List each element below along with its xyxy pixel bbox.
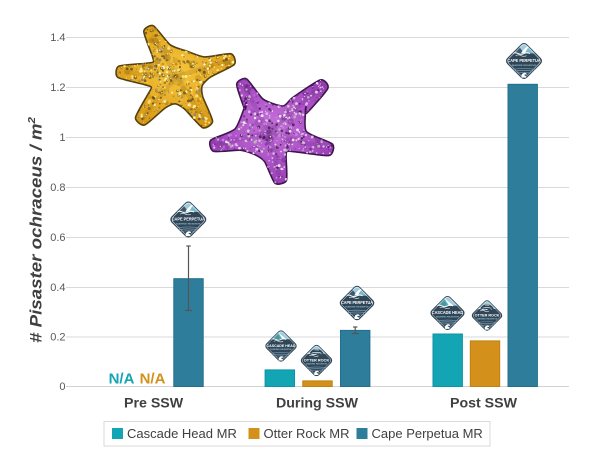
svg-text:# Pisaster ochraceus / m2: # Pisaster ochraceus / m2 bbox=[26, 117, 46, 343]
svg-text:MARINE RESERVE: MARINE RESERVE bbox=[512, 64, 537, 67]
svg-text:0.4: 0.4 bbox=[50, 282, 65, 294]
svg-text:OTTER ROCK: OTTER ROCK bbox=[304, 357, 330, 362]
svg-text:CASCADE HEAD: CASCADE HEAD bbox=[432, 310, 463, 315]
svg-text:OTTER ROCK: OTTER ROCK bbox=[475, 313, 500, 317]
svg-text:0.2: 0.2 bbox=[50, 331, 65, 343]
svg-text:1: 1 bbox=[59, 132, 65, 144]
svg-text:MARINE RESERVE: MARINE RESERVE bbox=[176, 222, 201, 225]
svg-text:N/A: N/A bbox=[109, 371, 135, 388]
svg-text:During SSW: During SSW bbox=[276, 396, 359, 412]
svg-text:MARINE RESERVE: MARINE RESERVE bbox=[477, 318, 499, 321]
svg-text:MARINE RESERVE: MARINE RESERVE bbox=[270, 348, 292, 351]
svg-text:1.2: 1.2 bbox=[50, 82, 65, 94]
svg-text:Cascade Head MR: Cascade Head MR bbox=[127, 426, 237, 441]
svg-text:1.4: 1.4 bbox=[50, 32, 65, 44]
svg-text:MARINE RESERVE: MARINE RESERVE bbox=[436, 316, 460, 319]
svg-text:Otter Rock MR: Otter Rock MR bbox=[264, 426, 350, 441]
svg-text:0.8: 0.8 bbox=[50, 182, 65, 194]
svg-text:Pre SSW: Pre SSW bbox=[124, 396, 184, 412]
svg-text:CAPE PERPETUA: CAPE PERPETUA bbox=[507, 58, 541, 63]
svg-text:MARINE RESERVE: MARINE RESERVE bbox=[345, 306, 369, 309]
svg-text:CAPE PERPETUA: CAPE PERPETUA bbox=[341, 300, 373, 305]
svg-text:0.6: 0.6 bbox=[50, 232, 65, 244]
svg-text:Cape Perpetua MR: Cape Perpetua MR bbox=[372, 426, 483, 441]
svg-text:CASCADE HEAD: CASCADE HEAD bbox=[267, 343, 296, 348]
svg-text:MARINE RESERVE: MARINE RESERVE bbox=[306, 363, 328, 366]
svg-text:CAPE PERPETUA: CAPE PERPETUA bbox=[172, 216, 206, 221]
svg-text:Post SSW: Post SSW bbox=[450, 396, 518, 412]
svg-text:N/A: N/A bbox=[140, 371, 166, 388]
svg-text:0: 0 bbox=[59, 381, 65, 393]
